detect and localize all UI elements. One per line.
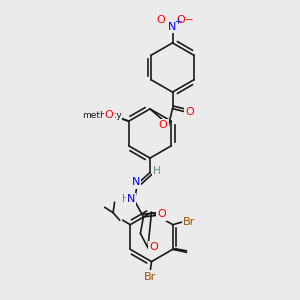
Text: O: O [157, 15, 166, 25]
Text: O: O [105, 110, 114, 120]
Text: +: + [174, 17, 181, 26]
Text: methoxy: methoxy [82, 111, 122, 120]
Text: −: − [185, 15, 194, 25]
Text: O: O [157, 209, 166, 220]
Text: Br: Br [144, 272, 156, 282]
Text: O: O [109, 112, 118, 122]
Text: H: H [153, 166, 160, 176]
Text: O: O [149, 242, 158, 252]
Text: Br: Br [183, 217, 195, 227]
Text: H: H [122, 194, 130, 204]
Text: O: O [159, 120, 168, 130]
Text: N: N [131, 177, 140, 188]
Text: N: N [168, 22, 177, 32]
Text: O: O [176, 15, 185, 25]
Text: N: N [127, 194, 135, 204]
Text: O: O [185, 106, 194, 117]
